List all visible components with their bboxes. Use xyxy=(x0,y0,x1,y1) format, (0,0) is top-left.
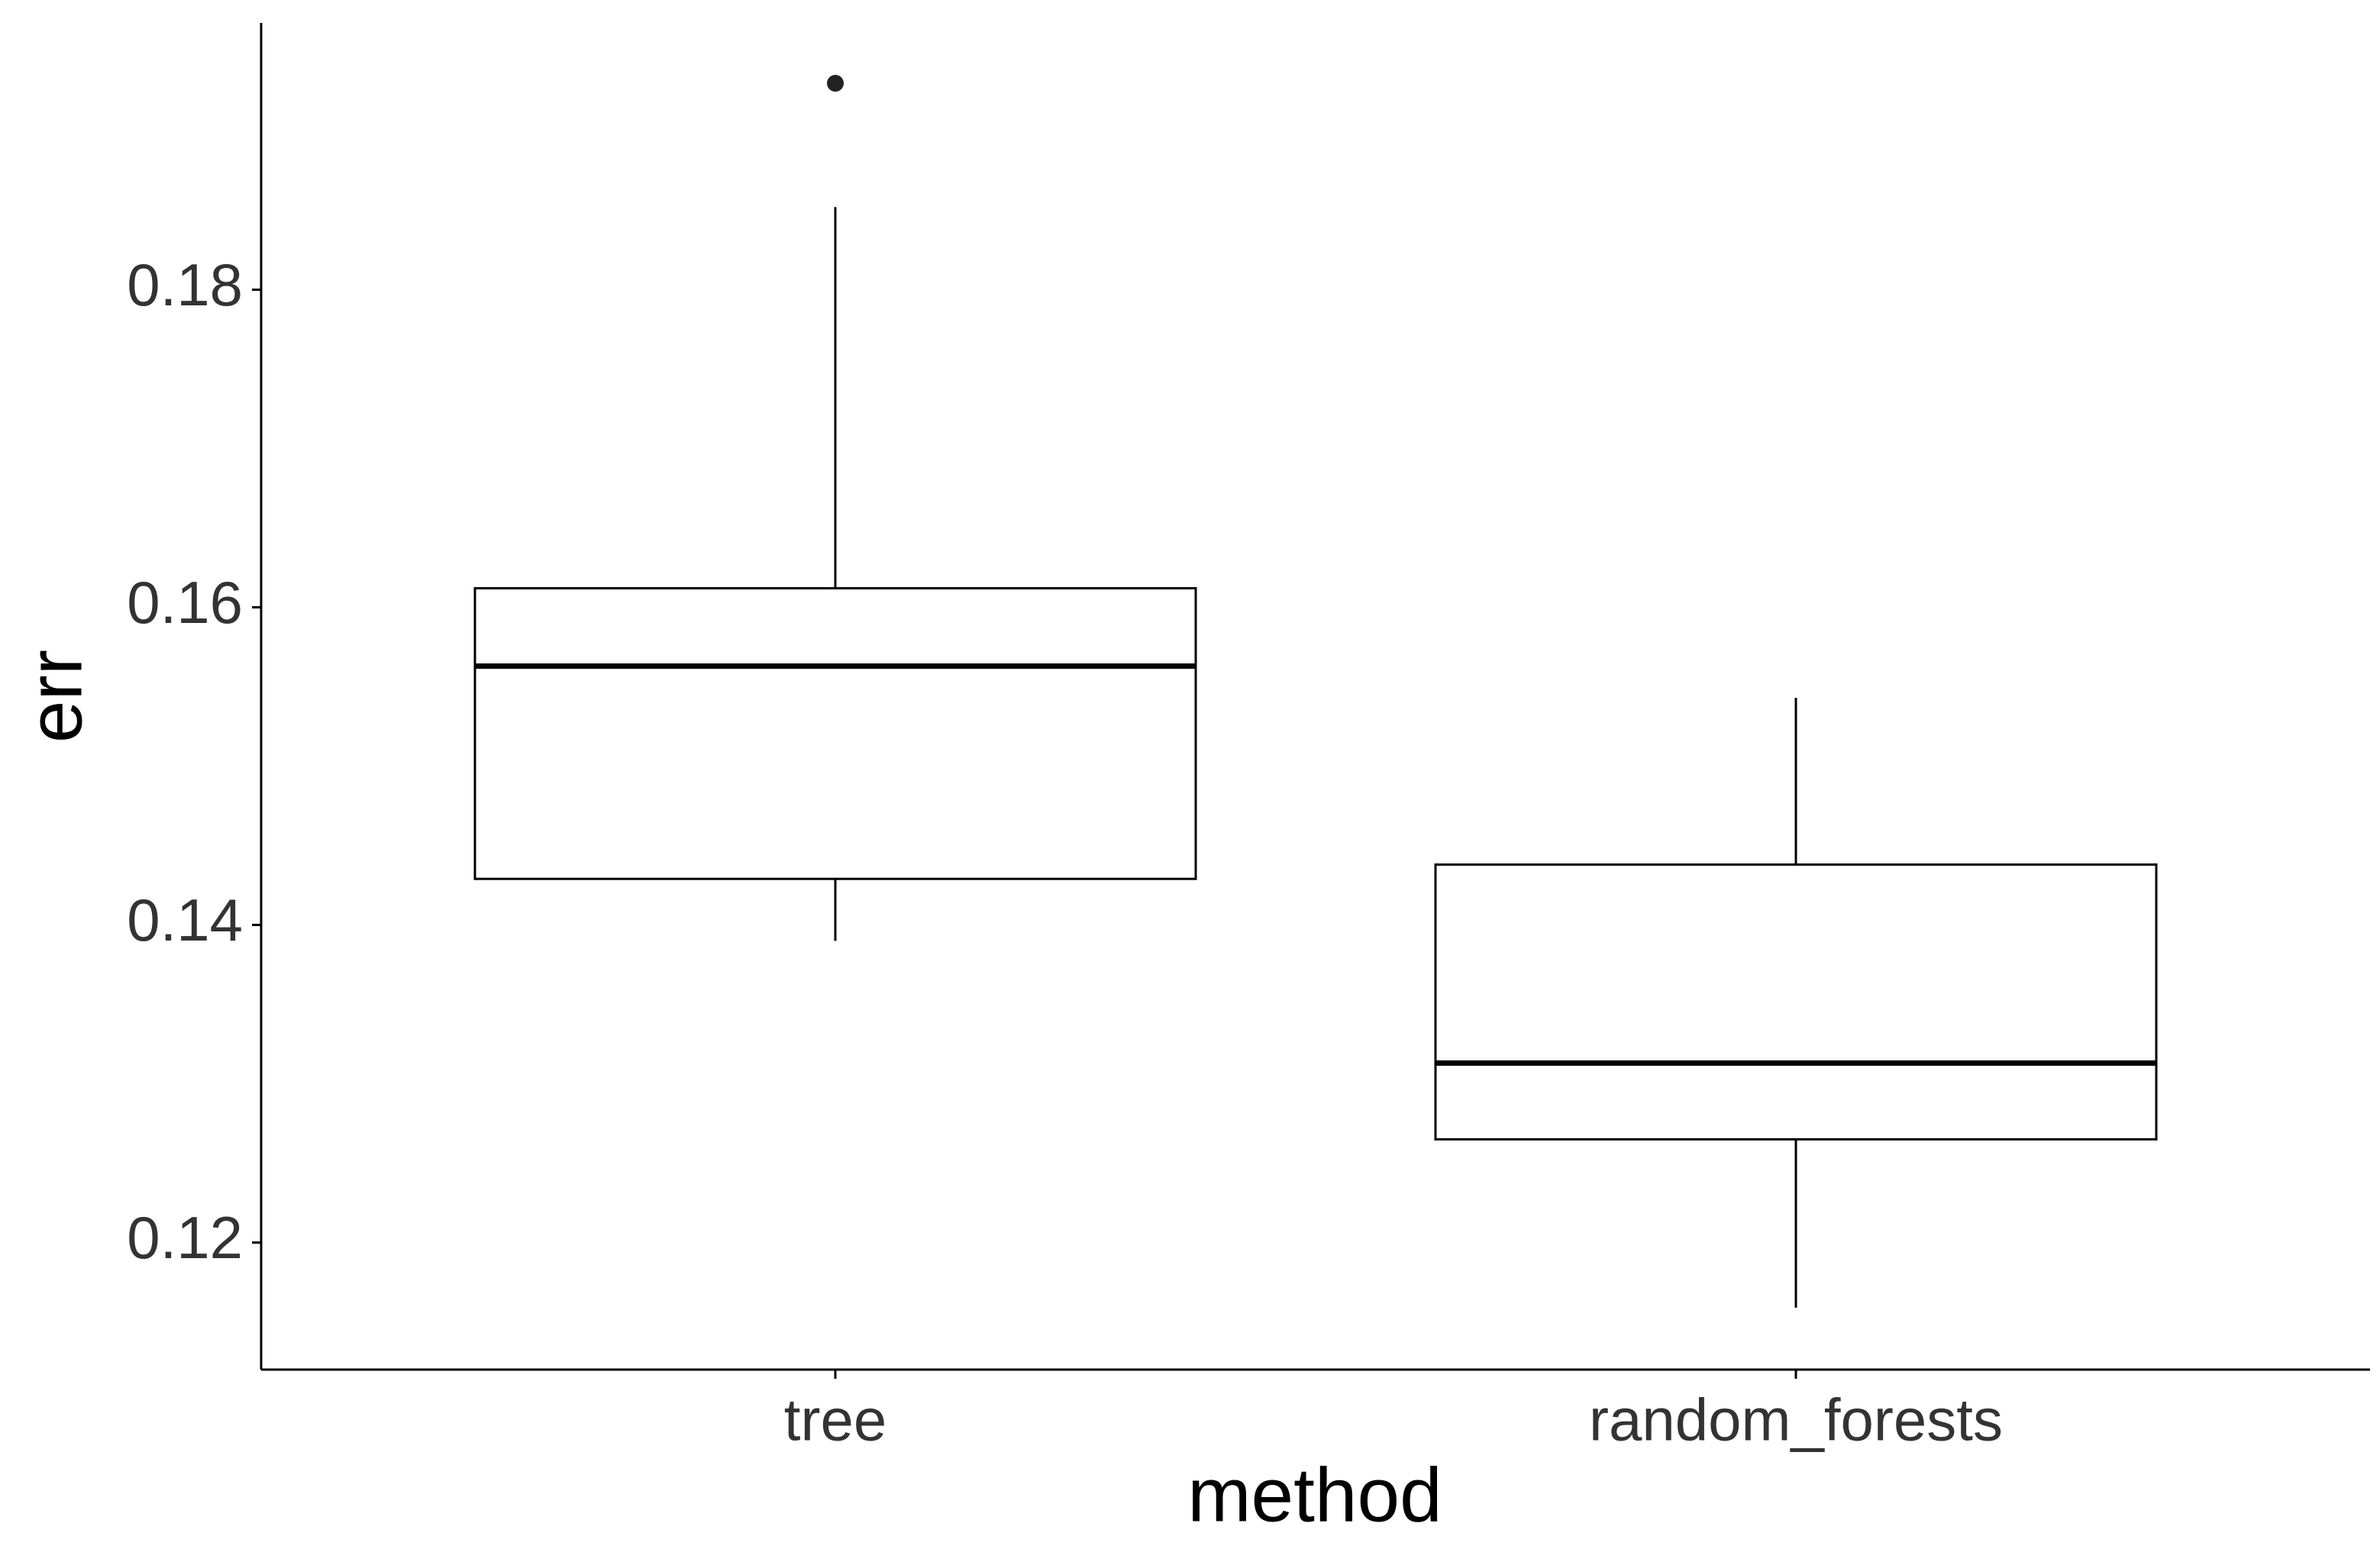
y-tick-label: 0.12 xyxy=(127,1204,243,1271)
outlier xyxy=(827,75,844,92)
y-tick-label: 0.14 xyxy=(127,886,243,954)
x-axis-title: method xyxy=(1187,1452,1442,1538)
y-axis-title: err xyxy=(12,650,98,743)
y-tick-label: 0.18 xyxy=(127,251,243,318)
box xyxy=(1434,863,2158,1141)
x-tick-label: random_forests xyxy=(1589,1386,2003,1454)
x-tick-label: tree xyxy=(784,1386,886,1454)
y-tick-label: 0.16 xyxy=(127,569,243,636)
box xyxy=(473,587,1197,880)
